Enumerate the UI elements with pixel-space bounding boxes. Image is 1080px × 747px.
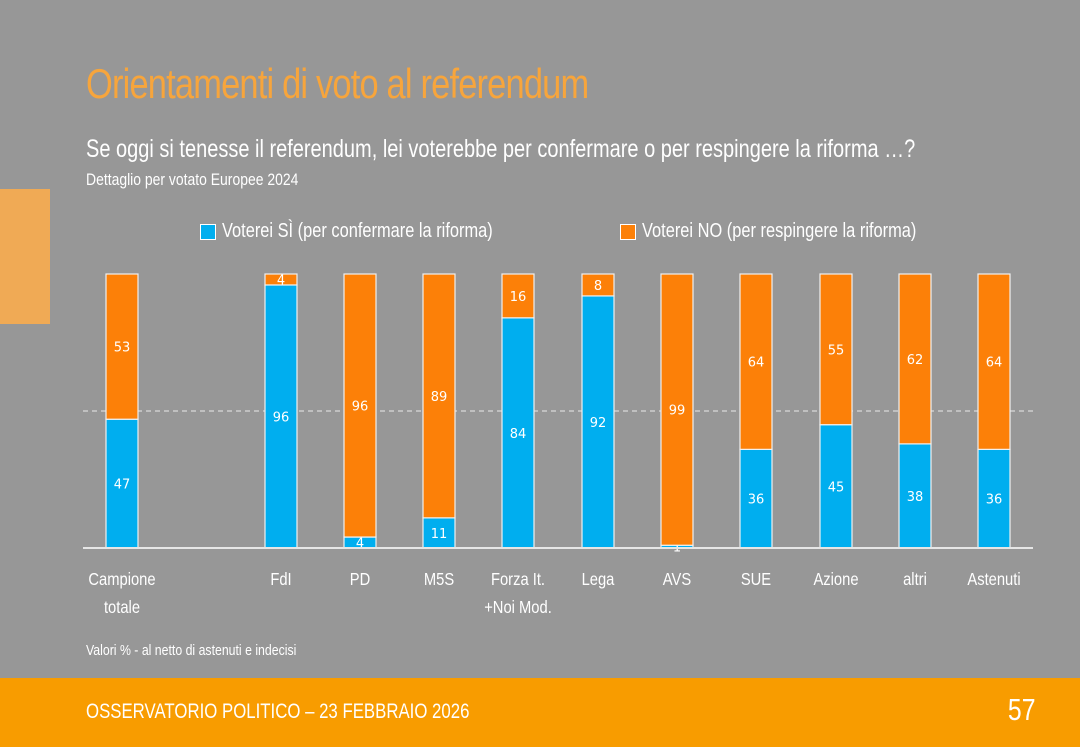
data-label-si: 11	[431, 527, 448, 542]
accent-bar	[0, 189, 50, 324]
data-label-si: 45	[828, 480, 845, 495]
category-label: M5S	[424, 570, 454, 590]
category-label: Forza It.	[491, 570, 545, 590]
bar-si	[898, 443, 932, 549]
data-label-si: 92	[590, 416, 607, 431]
bar-no	[819, 273, 853, 426]
legend-item-si: Voterei SÌ (per confermare la riforma)	[200, 220, 552, 243]
data-label-no: 4	[277, 273, 285, 288]
bar-no	[264, 273, 298, 286]
data-label-si: 84	[510, 427, 527, 442]
stacked-bar-chart: 47 53 Campione totale 96 4 FdI 4 96 PD 11 89 M5S 84 16…	[83, 273, 1033, 618]
legend-swatch-si	[200, 223, 216, 240]
category-label: FdI	[270, 570, 291, 590]
data-label-no: 62	[907, 353, 924, 368]
data-label-no: 64	[748, 356, 765, 371]
footer-bar: OSSERVATORIO POLITICO – 23 FEBBRAIO 2026…	[0, 678, 1080, 747]
bar-no	[898, 273, 932, 445]
category-label: Astenuti	[967, 570, 1020, 590]
bar-no	[977, 273, 1011, 450]
data-label-si: 96	[273, 410, 290, 425]
question-subtitle: Se oggi si tenesse il referendum, lei vo…	[86, 135, 916, 163]
category-label: Campione	[88, 570, 155, 590]
data-label-no: 89	[431, 390, 448, 405]
data-label-no: 99	[669, 404, 686, 419]
category-label: +Noi Mod.	[484, 598, 552, 618]
category-label: Azione	[813, 570, 858, 590]
legend-swatch-no	[620, 223, 636, 240]
category-label: SUE	[741, 570, 771, 590]
category-label: AVS	[663, 570, 691, 590]
bar-no	[105, 273, 139, 420]
page-title: Orientamenti di voto al referendum	[86, 60, 589, 107]
bar-no	[739, 273, 773, 450]
bar-no	[501, 273, 535, 319]
legend-label-si: Voterei SÌ (per confermare la riforma)	[222, 220, 493, 242]
page-number: 57	[1007, 692, 1035, 727]
bar-si	[581, 295, 615, 549]
data-label-no: 96	[352, 400, 369, 415]
footnote: Valori % - al netto di astenuti e indeci…	[86, 642, 297, 659]
legend-label-no: Voterei NO (per respingere la riforma)	[642, 220, 917, 242]
bar-si	[501, 317, 535, 549]
data-label-no: 53	[114, 341, 131, 356]
data-label-si: 36	[748, 493, 765, 508]
bar-no	[581, 273, 615, 297]
detail-caption: Dettaglio per votato Europee 2024	[86, 170, 299, 189]
bar-no	[422, 273, 456, 519]
bar-si	[264, 284, 298, 549]
bar-no	[660, 273, 694, 546]
footer-text: OSSERVATORIO POLITICO – 23 FEBBRAIO 2026	[86, 700, 470, 723]
data-label-si: 47	[114, 478, 131, 493]
data-label-no: 8	[594, 279, 602, 294]
data-label-no: 64	[986, 356, 1003, 371]
bar-no	[343, 273, 377, 538]
legend-item-no: Voterei NO (per respingere la riforma)	[620, 220, 977, 243]
data-label-si: 38	[907, 490, 924, 505]
data-label-si: 4	[356, 537, 364, 552]
bar-si	[739, 448, 773, 549]
category-label: Lega	[582, 570, 616, 590]
data-label-si: 36	[986, 493, 1003, 508]
data-label-no: 55	[828, 343, 845, 358]
category-label: altri	[903, 570, 927, 590]
category-label: PD	[350, 570, 371, 590]
data-label-no: 16	[510, 290, 527, 305]
category-label: totale	[104, 598, 140, 618]
bar-si	[105, 418, 139, 549]
